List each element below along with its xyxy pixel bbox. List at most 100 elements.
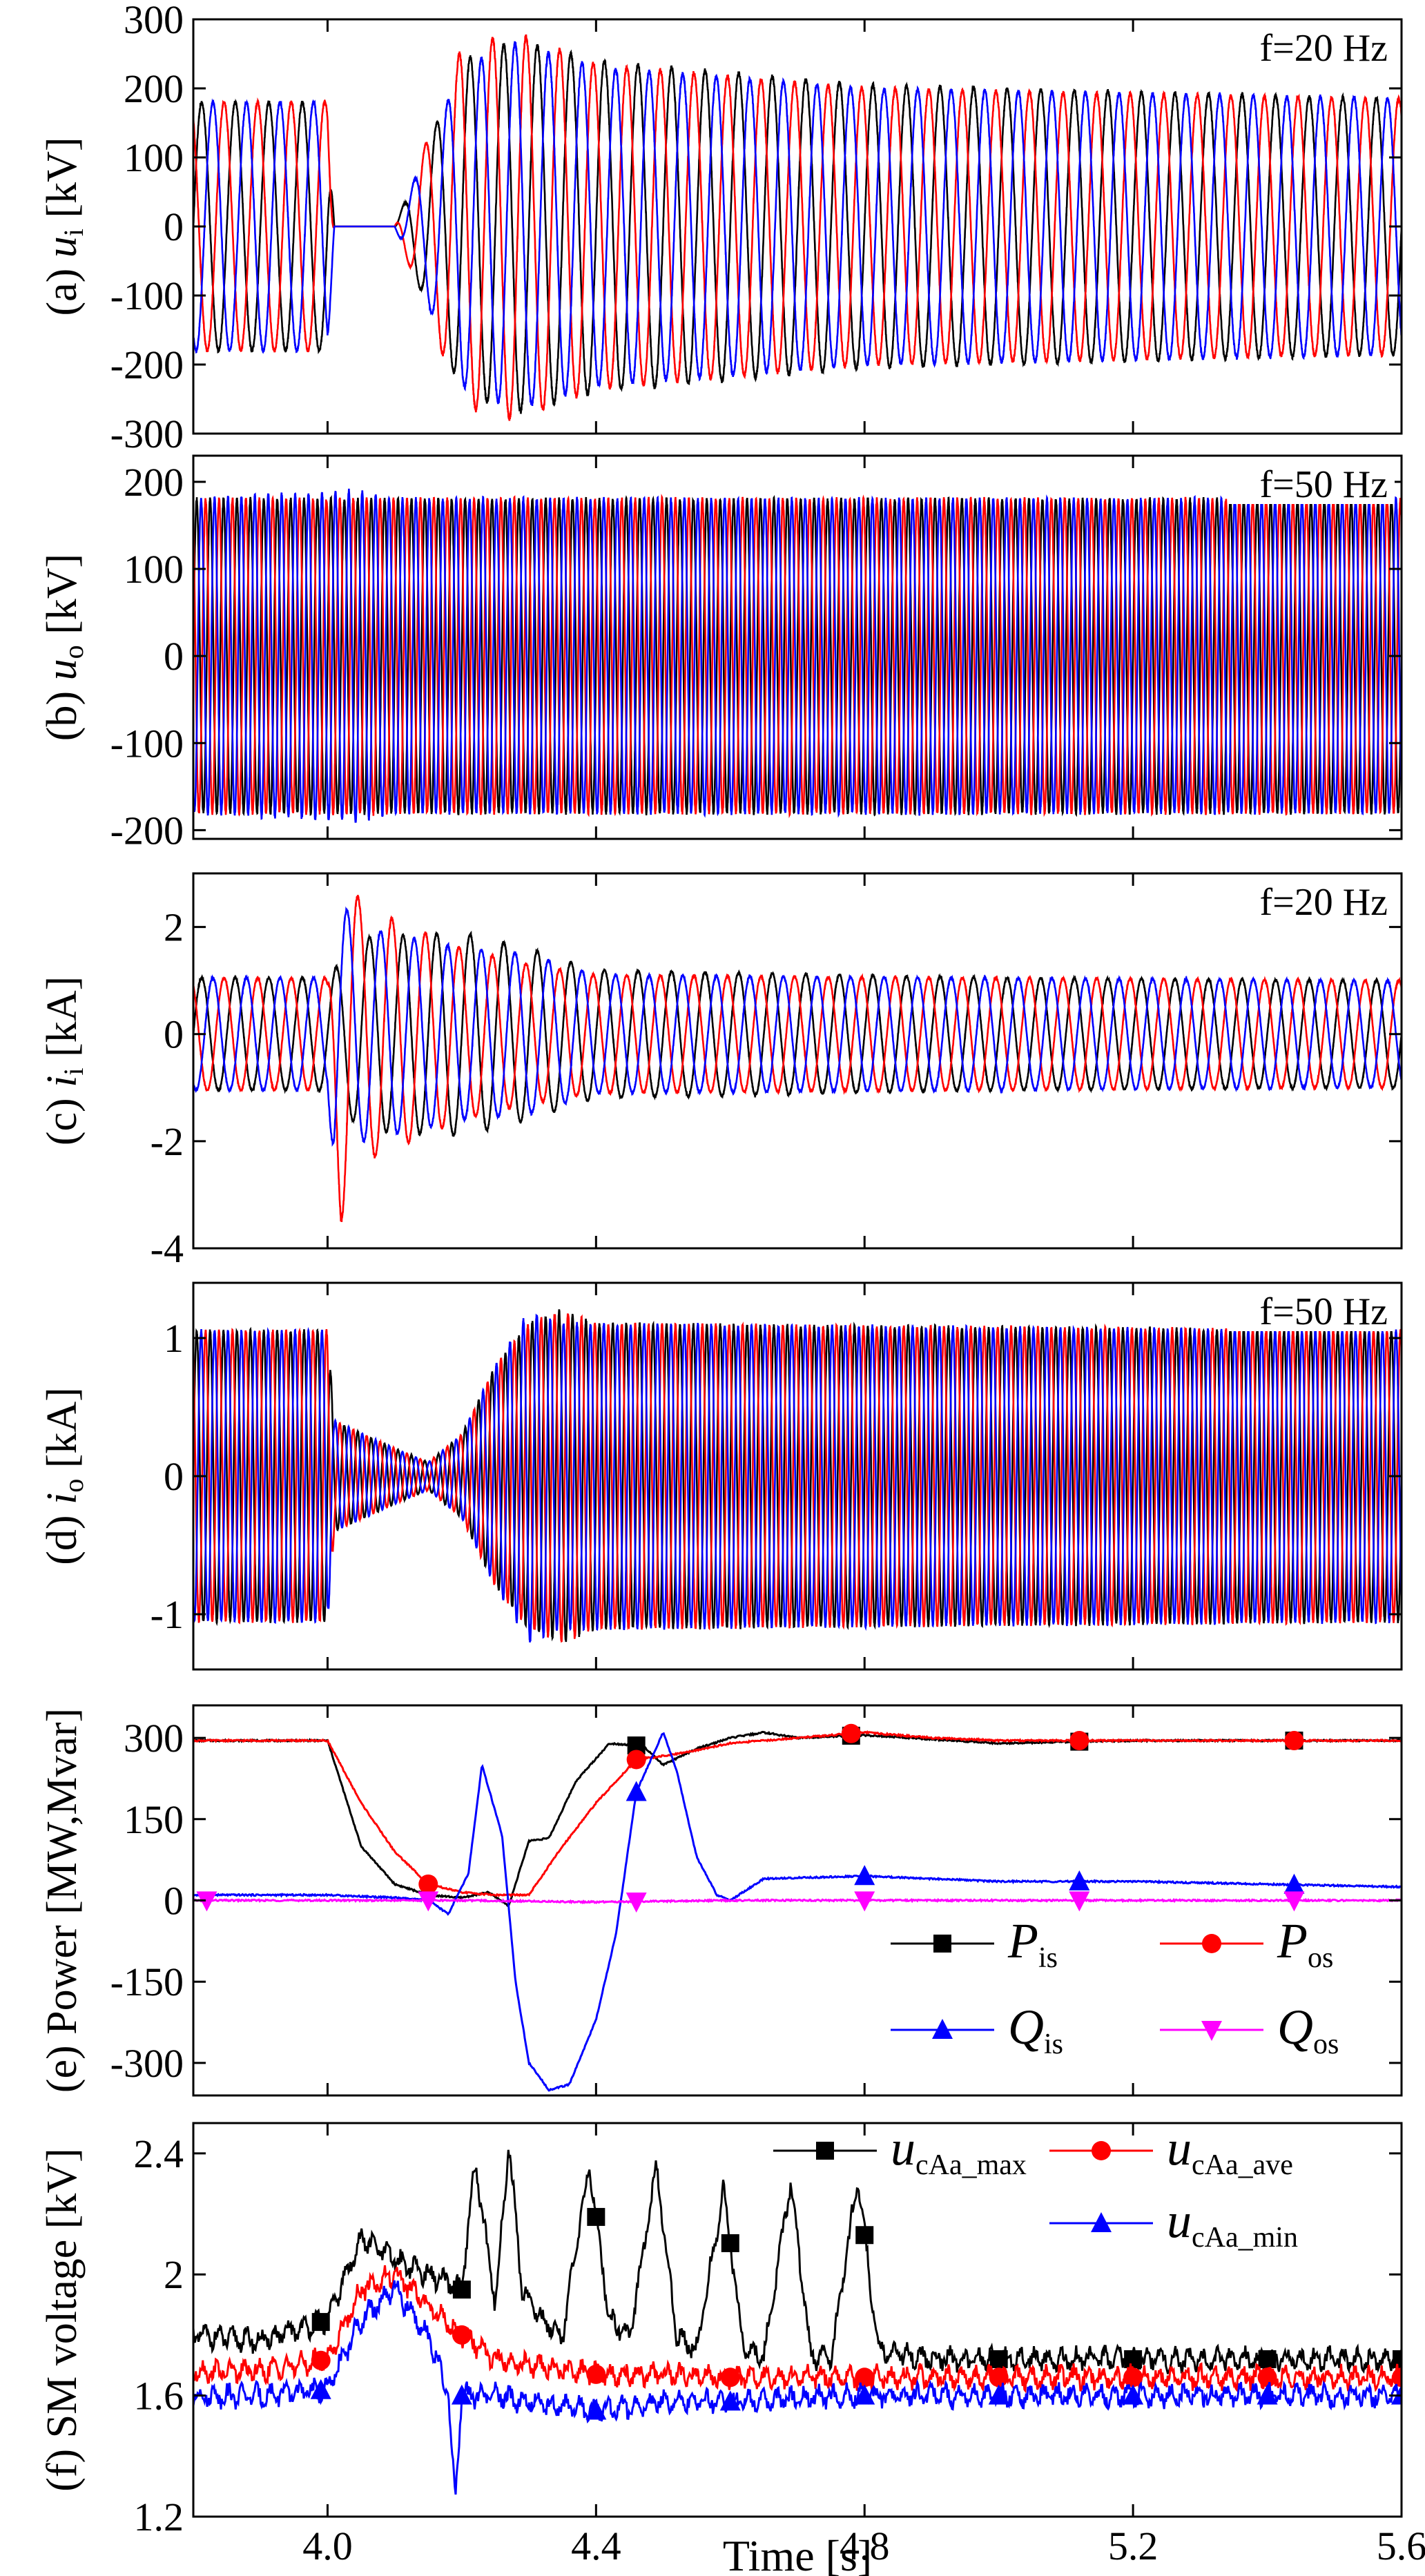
legend-label-e-3: Qos: [1277, 1999, 1339, 2060]
legend-marker-f-1: [1092, 2141, 1111, 2160]
ylabel-unit-a: [kV]: [39, 137, 86, 229]
ytick-label-a-3: 0: [164, 204, 184, 249]
marker-f-u-caa-min-6: [1123, 2384, 1144, 2405]
series-e-p-is: [193, 1730, 1402, 1908]
ylabel-unit-d: [kA]: [39, 1387, 86, 1479]
ylabel-f: (f) SM voltage [kV]: [39, 2148, 86, 2492]
series-d-phase-a: [193, 1309, 1402, 1643]
series-f-u-caa-min: [193, 2280, 1402, 2495]
legend-marker-e-3: [1201, 2021, 1222, 2041]
annotation-d: f=50 Hz: [1259, 1290, 1388, 1333]
marker-f-u-caa-min-4: [854, 2384, 875, 2405]
marker-e-q-is-3: [1283, 1873, 1305, 1894]
legend-sub-f-0: cAa_max: [915, 2149, 1027, 2181]
ytick-label-b-1: -100: [110, 721, 184, 766]
marker-e-p-os-2: [841, 1723, 861, 1743]
marker-e-q-os-5: [1283, 1891, 1305, 1912]
marker-e-q-os-3: [854, 1891, 875, 1912]
panel-b: -200 -100 0 100 200 (b) uo [kV] f=50 Hz: [39, 454, 1403, 853]
xtick-label-2: 4.8: [840, 2524, 890, 2568]
legend-var-f-2: u: [1167, 2193, 1192, 2248]
legend-label-e-2: Qis: [1008, 1999, 1063, 2060]
marker-f-u-caa-ave-2: [586, 2364, 606, 2384]
ytick-label-e-0: -300: [110, 2041, 184, 2086]
legend-label-f-1: ucAa_ave: [1167, 2120, 1293, 2181]
ylabel-unit-b: [kV]: [39, 554, 86, 646]
ytick-label-f-1: 1.6: [134, 2374, 184, 2419]
ytick-label-e-3: 150: [124, 1797, 184, 1842]
marker-f-u-caa-min-5: [988, 2384, 1009, 2405]
ylabel-prefix-b: (b): [39, 680, 86, 741]
legend-var-f-1: u: [1167, 2120, 1192, 2176]
marker-e-q-os-0: [196, 1891, 217, 1912]
legend-var-e-2: Q: [1008, 1999, 1044, 2055]
series-d-phase-b: [193, 1313, 1402, 1643]
marker-e-p-os-3: [1069, 1731, 1089, 1751]
marker-f-u-caa-ave-4: [855, 2367, 875, 2388]
marker-e-p-os-4: [1284, 1731, 1304, 1751]
ylabel-var-a: u: [39, 236, 86, 258]
marker-f-u-caa-ave-0: [311, 2350, 331, 2370]
legend-marker-f-0: [816, 2142, 834, 2160]
ytick-label-c-0: -4: [151, 1226, 184, 1271]
ytick-label-b-4: 200: [124, 460, 184, 505]
marker-e-p-os-1: [626, 1750, 646, 1770]
ytick-label-c-3: 2: [164, 905, 184, 950]
legend-label-f-0: ucAa_max: [891, 2120, 1027, 2181]
ytick-label-a-5: 200: [124, 66, 184, 111]
marker-f-u-caa-min-0: [310, 2379, 331, 2399]
ytick-label-d-2: 1: [164, 1316, 184, 1361]
marker-f-u-caa-ave-6: [1123, 2367, 1143, 2388]
series-b-phase-b: [193, 494, 1402, 819]
legend-label-e-0: Pis: [1007, 1913, 1058, 1974]
annotation-bg-c: [1229, 879, 1395, 922]
ytick-label-f-3: 2.4: [134, 2131, 184, 2176]
marker-f-u-caa-min-7: [1257, 2384, 1278, 2405]
ylabel-c: (c) ii [kA]: [39, 976, 89, 1145]
legend-marker-e-0: [933, 1935, 951, 1953]
annotation-bg-b: [1229, 461, 1395, 504]
ytick-label-e-2: 0: [164, 1879, 184, 1924]
series-f-u-caa-ave: [193, 2265, 1402, 2394]
ytick-label-a-6: 300: [124, 0, 184, 42]
marker-e-q-is-0: [626, 1781, 647, 1801]
marker-e-q-os-4: [1069, 1891, 1090, 1912]
legend-marker-e-2: [932, 2019, 953, 2039]
ytick-label-c-2: 0: [164, 1012, 184, 1057]
ytick-label-b-0: -200: [110, 808, 184, 853]
panel-f: 1.2 1.6 2 2.4 4.0 4.4 4.8 5.2 5.6 (f) SM voltage …: [39, 2120, 1425, 2576]
legend-sub-e-2: is: [1044, 2028, 1063, 2060]
ylabel-var-d: i: [39, 1493, 86, 1504]
plot-area-b: [193, 488, 1402, 823]
marker-f-u-caa-max-0: [311, 2313, 330, 2332]
annotation-bg-a: [1229, 25, 1395, 68]
legend-sub-e-0: is: [1038, 1942, 1058, 1974]
ytick-label-e-4: 300: [124, 1716, 184, 1761]
plot-area-f: [193, 2149, 1402, 2495]
series-e-q-is: [193, 1732, 1402, 2092]
annotation-c: f=20 Hz: [1259, 881, 1388, 924]
marker-e-q-os-2: [626, 1892, 647, 1913]
marker-f-u-caa-min-1: [451, 2384, 472, 2405]
series-b-phase-c: [193, 488, 1402, 823]
series-c-phase-c: [193, 906, 1402, 1147]
ylabel-var-c: i: [39, 1076, 86, 1087]
legend-item-f-2: ucAa_min: [1049, 2193, 1298, 2254]
ylabel-prefix-d: (d): [39, 1504, 86, 1565]
legend-marker-f-2: [1091, 2212, 1112, 2232]
panel-d: -1 0 1 (d) io [kA] f=50 Hz: [39, 1281, 1403, 1671]
legend-label-e-1: Pos: [1277, 1913, 1333, 1974]
plot-area-a: [193, 34, 1402, 421]
annotation-a: f=20 Hz: [1259, 27, 1388, 70]
legend-item-e-2: Qis: [891, 1999, 1063, 2060]
ylabel-prefix-a: (a): [39, 258, 86, 316]
series-e-p-os: [193, 1730, 1402, 1898]
legend-sub-f-1: cAa_ave: [1192, 2149, 1293, 2181]
legend-var-e-0: P: [1007, 1913, 1038, 1968]
ytick-label-b-3: 100: [124, 547, 184, 592]
xtick-label-4: 5.6: [1377, 2524, 1425, 2568]
marker-e-p-os-0: [418, 1874, 438, 1894]
series-c-phase-a: [193, 930, 1402, 1137]
